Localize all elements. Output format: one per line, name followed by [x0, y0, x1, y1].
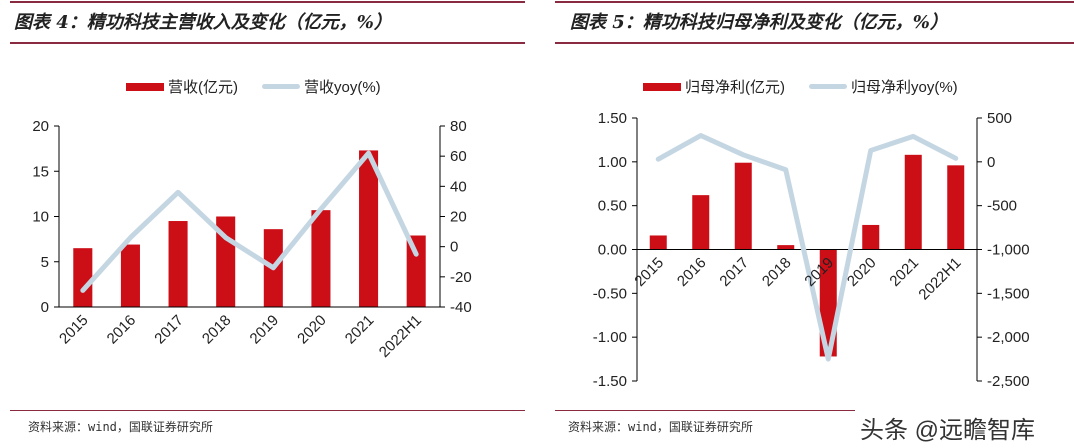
- bar-2021: [359, 150, 379, 307]
- left-tick-label: 0.50: [598, 198, 627, 215]
- left-tick-label: -1.50: [593, 373, 627, 390]
- category-label: 2022H1: [915, 254, 964, 303]
- title-top-rule-right: [555, 1, 1074, 3]
- chart-title-profit: 图表 5：精功科技归母净利及变化（亿元，%）: [570, 12, 948, 33]
- right-tick-label: -1,500: [987, 285, 1030, 302]
- right-tick-label: 60: [450, 148, 467, 165]
- bar-2015: [73, 248, 93, 307]
- bar-2022H1: [947, 165, 965, 250]
- category-label: 2021: [342, 312, 378, 348]
- category-label: 2017: [151, 312, 187, 348]
- bar-2022H1: [406, 235, 426, 307]
- left-tick-label: 0: [41, 299, 49, 316]
- source-note-right: 资料来源：wind，国联证券研究所: [568, 420, 753, 434]
- title-top-rule-left: [10, 1, 525, 3]
- left-tick-label: 5: [41, 254, 49, 271]
- source-note-left: 资料来源：wind，国联证券研究所: [28, 420, 213, 434]
- category-label: 2019: [247, 312, 283, 348]
- legend-label-line: 归母净利yoy(%): [851, 79, 958, 96]
- category-label: 2021: [886, 254, 922, 290]
- left-tick-label: 15: [32, 163, 49, 180]
- chart-1: -1.50 -1.00 -0.50 0.00 0.50 1.00 1.50 -2,500 -2,…: [593, 110, 1030, 390]
- left-tick-label: -1.00: [593, 329, 627, 346]
- right-tick-label: -2,000: [987, 329, 1030, 346]
- bar-2016: [692, 195, 710, 250]
- title-bottom-rule-right: [555, 42, 1074, 44]
- legend-profit: 归母净利(亿元) 归母净利yoy(%): [643, 76, 958, 97]
- chart-0: 0 5 10 15 20 -40 -20 0 20 40 60 80 2015 2016 2017 2018 2…: [32, 118, 471, 361]
- right-tick-label: 40: [450, 178, 467, 195]
- category-label: 2015: [56, 312, 92, 348]
- legend-swatch-line: [262, 84, 300, 89]
- bar-2015: [649, 235, 667, 250]
- category-label: 2022H1: [376, 312, 425, 361]
- bar-2016: [120, 244, 140, 307]
- category-label: 2016: [104, 312, 140, 348]
- category-label: 2016: [674, 254, 710, 290]
- left-tick-label: 1.50: [598, 110, 627, 127]
- left-tick-label: 10: [32, 209, 49, 226]
- yoy-line: [655, 133, 959, 362]
- category-label: 2018: [199, 312, 235, 348]
- legend-swatch-bar: [643, 82, 681, 91]
- bar-2021: [904, 154, 922, 250]
- right-tick-label: -40: [450, 299, 472, 316]
- legend-label-bar: 归母净利(亿元): [685, 79, 785, 96]
- right-tick-label: -20: [450, 269, 472, 286]
- category-label: 2017: [716, 254, 752, 290]
- footer-rule-right: [555, 410, 855, 411]
- category-label: 2018: [759, 254, 795, 290]
- left-tick-label: 0.00: [598, 242, 627, 259]
- right-tick-label: 0: [450, 239, 458, 256]
- right-tick-label: 20: [450, 209, 467, 226]
- bar-2017: [734, 162, 752, 250]
- legend-label-bar: 营收(亿元): [168, 79, 238, 96]
- footer-rule-left: [10, 410, 525, 411]
- right-tick-label: -1,000: [987, 242, 1030, 259]
- right-tick-label: -500: [987, 198, 1017, 215]
- right-tick-label: 80: [450, 118, 467, 135]
- right-tick-label: 0: [987, 154, 995, 171]
- bar-2018: [777, 245, 795, 250]
- legend-swatch-bar: [126, 82, 164, 91]
- yoy-line: [80, 150, 419, 293]
- legend-swatch-line: [809, 84, 847, 89]
- bar-2017: [168, 221, 188, 307]
- bar-2020: [311, 210, 331, 307]
- legend-label-line: 营收yoy(%): [304, 79, 381, 96]
- right-tick-label: 500: [987, 110, 1012, 127]
- left-tick-label: 1.00: [598, 154, 627, 171]
- bar-2020: [862, 224, 880, 250]
- category-label: 2020: [294, 312, 330, 348]
- watermark: 头条 @远瞻智库: [860, 417, 1036, 444]
- left-tick-label: -0.50: [593, 285, 627, 302]
- legend-revenue: 营收(亿元) 营收yoy(%): [126, 76, 381, 97]
- title-bottom-rule-left: [10, 42, 525, 44]
- left-tick-label: 20: [32, 118, 49, 135]
- chart-title-revenue: 图表 4：精功科技主营收入及变化（亿元，%）: [14, 12, 392, 33]
- right-tick-label: -2,500: [987, 373, 1030, 390]
